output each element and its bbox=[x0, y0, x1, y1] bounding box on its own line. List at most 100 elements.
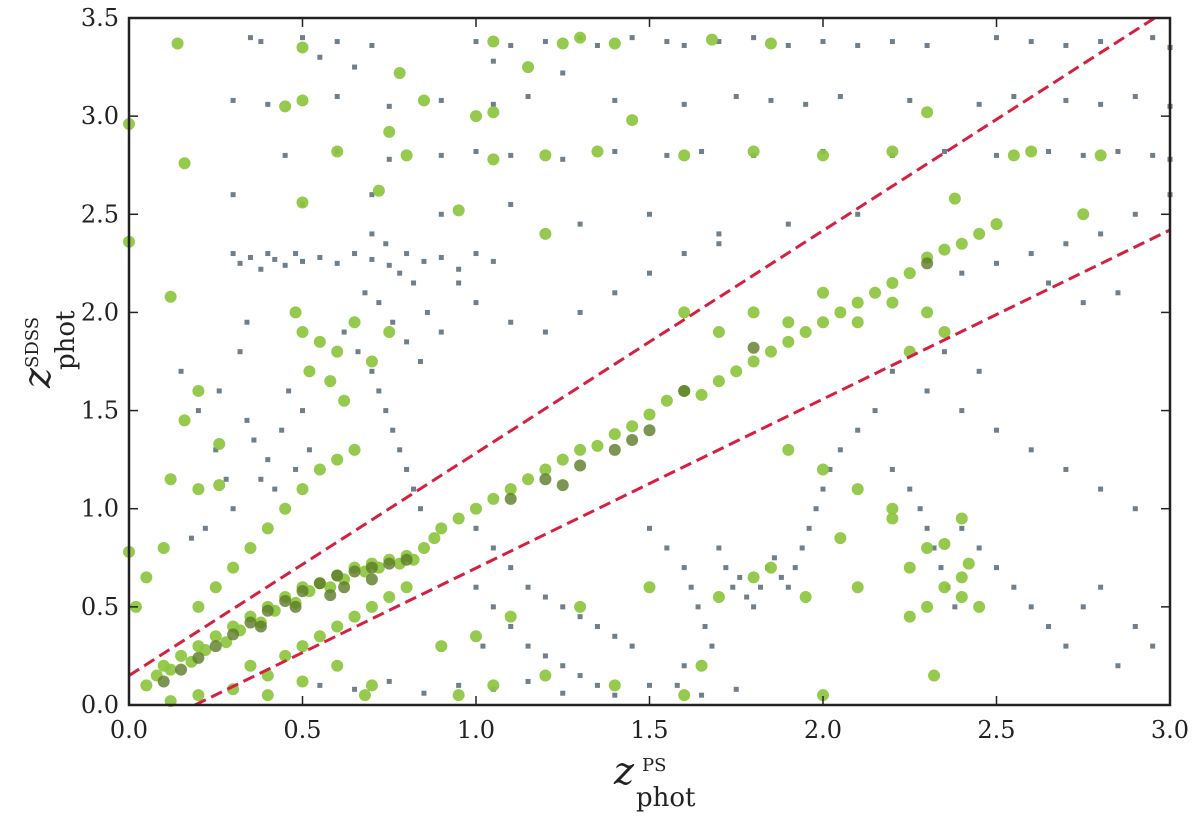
data-point bbox=[230, 506, 236, 512]
data-point bbox=[994, 35, 999, 41]
data-point bbox=[907, 97, 913, 103]
data-point bbox=[1080, 604, 1086, 610]
data-point bbox=[317, 254, 323, 260]
data-point bbox=[941, 148, 947, 154]
data-point bbox=[470, 502, 482, 515]
data-point bbox=[733, 686, 739, 692]
data-point bbox=[889, 368, 895, 374]
data-point bbox=[1094, 149, 1107, 162]
data-point bbox=[976, 368, 982, 374]
data-point bbox=[647, 270, 652, 276]
data-point bbox=[1098, 39, 1104, 45]
data-point bbox=[612, 290, 618, 296]
data-point bbox=[1028, 604, 1034, 610]
data-point bbox=[296, 196, 309, 209]
data-point bbox=[681, 565, 687, 571]
data-point bbox=[817, 286, 829, 299]
data-point bbox=[744, 594, 750, 600]
data-point bbox=[470, 110, 482, 123]
data-point bbox=[834, 532, 847, 545]
data-point bbox=[872, 408, 878, 414]
data-point bbox=[504, 483, 517, 496]
data-point bbox=[279, 594, 292, 607]
data-point bbox=[681, 42, 687, 48]
data-point bbox=[1011, 94, 1017, 100]
data-point bbox=[556, 453, 569, 466]
data-point bbox=[331, 620, 344, 633]
axis-ticks: 0.0 0.5 1.0 1.5 2.0 2.5 3.0 0.0 0.5 1.0 1.5 2.0 2.5 3… bbox=[81, 4, 1189, 744]
data-point bbox=[629, 643, 635, 649]
y-tick-label: 3.0 bbox=[81, 102, 119, 130]
data-point bbox=[1080, 300, 1086, 306]
data-point bbox=[404, 251, 410, 257]
data-point bbox=[348, 610, 361, 623]
data-point bbox=[393, 66, 406, 79]
data-point bbox=[237, 349, 243, 355]
data-point bbox=[855, 42, 861, 48]
data-point bbox=[851, 296, 864, 309]
data-point bbox=[907, 486, 913, 492]
data-point bbox=[209, 581, 222, 594]
data-point bbox=[1150, 643, 1156, 649]
data-point bbox=[438, 211, 444, 217]
data-point bbox=[608, 443, 621, 456]
data-point bbox=[230, 97, 236, 103]
data-point bbox=[1098, 584, 1104, 590]
data-point bbox=[1115, 290, 1121, 296]
data-point bbox=[1063, 466, 1069, 472]
data-point bbox=[237, 260, 243, 266]
data-point bbox=[386, 678, 392, 684]
data-point bbox=[955, 591, 968, 604]
data-point bbox=[383, 241, 389, 247]
data-point bbox=[348, 443, 361, 456]
data-point bbox=[525, 643, 531, 649]
data-point bbox=[293, 251, 299, 257]
y-tick-label: 3.5 bbox=[81, 4, 119, 32]
data-point bbox=[254, 620, 267, 633]
x-axis-title-superscript: PS bbox=[642, 755, 666, 776]
data-point bbox=[712, 375, 725, 388]
data-point bbox=[747, 571, 760, 584]
data-point bbox=[286, 388, 292, 394]
data-point bbox=[1063, 97, 1069, 103]
data-point bbox=[695, 604, 701, 610]
data-point bbox=[574, 459, 587, 472]
data-point bbox=[903, 610, 916, 623]
data-point bbox=[869, 286, 882, 299]
data-point bbox=[296, 326, 309, 339]
data-point bbox=[417, 541, 430, 554]
data-point bbox=[400, 553, 413, 566]
data-point bbox=[688, 584, 694, 590]
data-point bbox=[542, 329, 548, 335]
data-point bbox=[390, 319, 396, 325]
data-point bbox=[792, 565, 798, 571]
data-point bbox=[411, 486, 417, 492]
data-point bbox=[660, 394, 673, 407]
data-point bbox=[782, 316, 795, 329]
data-point bbox=[352, 686, 358, 692]
data-point bbox=[886, 276, 899, 289]
data-point bbox=[300, 408, 305, 414]
data-point bbox=[324, 589, 337, 602]
data-point bbox=[702, 623, 708, 629]
data-point bbox=[508, 201, 514, 207]
data-point bbox=[279, 649, 292, 662]
data-point bbox=[948, 192, 961, 205]
data-point bbox=[164, 290, 177, 303]
data-point bbox=[1063, 241, 1069, 247]
data-point bbox=[296, 640, 309, 653]
data-point bbox=[903, 561, 916, 574]
data-point bbox=[539, 149, 552, 162]
data-point bbox=[764, 345, 777, 358]
data-point bbox=[473, 251, 479, 257]
data-point bbox=[296, 94, 309, 107]
data-point bbox=[973, 600, 986, 613]
data-point bbox=[230, 192, 236, 198]
data-point bbox=[348, 565, 361, 578]
data-point bbox=[799, 326, 812, 339]
data-point bbox=[522, 473, 535, 486]
data-point bbox=[560, 156, 566, 162]
data-point bbox=[817, 316, 829, 329]
data-point bbox=[924, 525, 930, 531]
data-point bbox=[1025, 145, 1038, 158]
